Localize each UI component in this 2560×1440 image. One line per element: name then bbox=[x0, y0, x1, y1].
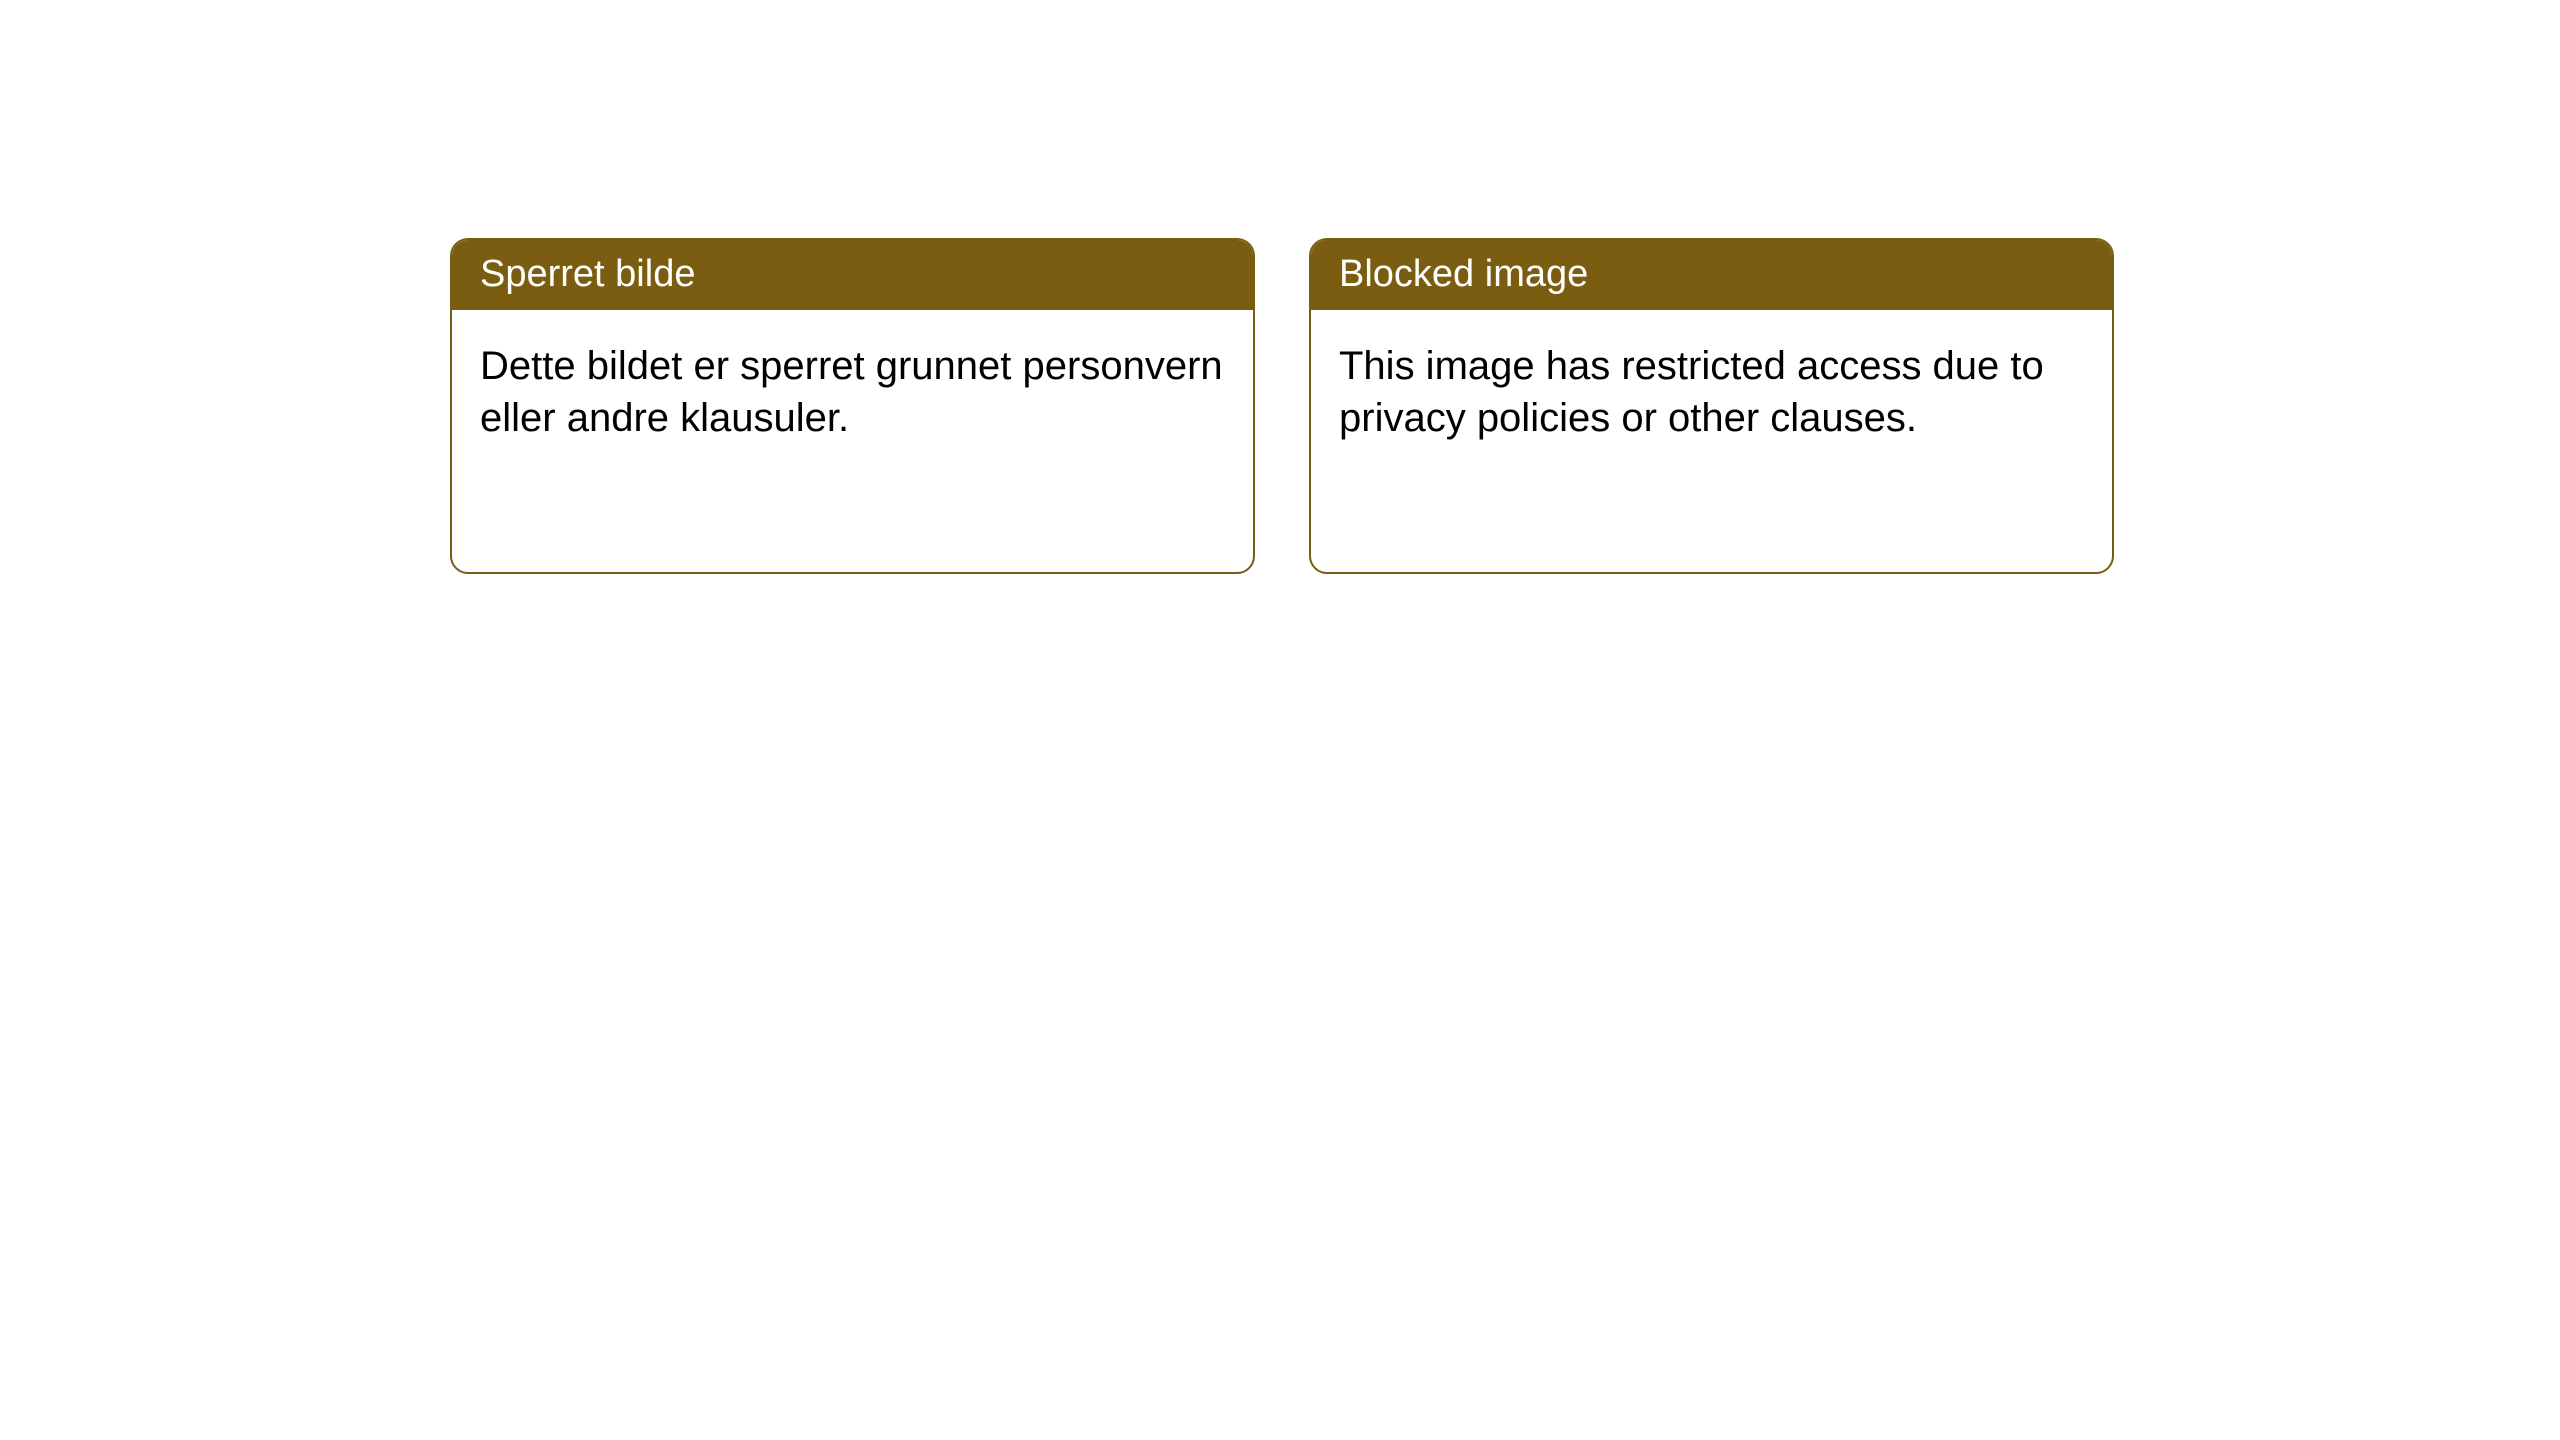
card-body-norwegian: Dette bildet er sperret grunnet personve… bbox=[452, 310, 1253, 474]
card-title: Blocked image bbox=[1339, 253, 1588, 295]
notice-card-norwegian: Sperret bilde Dette bildet er sperret gr… bbox=[450, 238, 1255, 574]
card-body-english: This image has restricted access due to … bbox=[1311, 310, 2112, 474]
card-header-norwegian: Sperret bilde bbox=[452, 240, 1253, 310]
card-header-english: Blocked image bbox=[1311, 240, 2112, 310]
notice-card-english: Blocked image This image has restricted … bbox=[1309, 238, 2114, 574]
notice-container: Sperret bilde Dette bildet er sperret gr… bbox=[0, 0, 2560, 574]
card-message: This image has restricted access due to … bbox=[1339, 344, 2044, 440]
card-message: Dette bildet er sperret grunnet personve… bbox=[480, 344, 1223, 440]
card-title: Sperret bilde bbox=[480, 253, 695, 295]
